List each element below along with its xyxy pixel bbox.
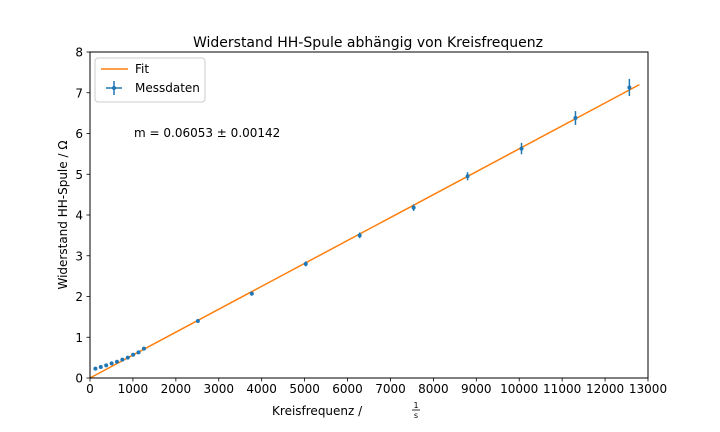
plot-area [90,52,648,378]
slope-annotation: m = 0.06053 ± 0.00142 [134,126,280,140]
data-point [141,346,146,351]
data-point [120,357,125,362]
data-marker [125,355,130,360]
data-point [465,172,470,181]
data-marker [573,116,578,121]
data-marker [141,346,146,351]
y-tick-label: 1 [75,331,83,345]
data-marker [411,205,416,210]
y-tick-label: 7 [75,86,83,100]
x-axis-label-text: Kreisfrequenz / [272,404,366,418]
legend: Fit Messdaten [94,57,206,103]
x-tick-label: 1000 [118,382,149,396]
x-axis-label: Kreisfrequenz / 1 s [272,401,420,420]
data-marker [136,350,141,355]
data-point [136,350,141,355]
data-point [125,355,130,360]
fit-layer [89,83,640,379]
data-marker [195,318,200,323]
y-axis-label: Widerstand HH-Spule / Ω [56,141,70,290]
legend-data-label: Messdaten [135,81,200,95]
data-point [114,359,119,364]
y-axis-ticks: 0 1 2 3 4 5 6 7 8 [75,46,90,386]
legend-fit-label: Fit [135,62,149,76]
data-marker [120,357,125,362]
data-marker [104,363,109,368]
y-tick-label: 3 [75,249,83,263]
points-layer [93,78,632,371]
data-marker [98,364,103,369]
data-point [109,361,114,366]
y-tick-label: 5 [75,168,83,182]
data-point [519,142,524,155]
y-tick-label: 8 [75,46,83,60]
x-tick-label: 11000 [543,382,581,396]
x-tick-label: 10000 [500,382,538,396]
data-marker [93,366,98,371]
legend-data-swatch [106,81,122,95]
data-point [104,363,109,368]
x-tick-label: 9000 [461,382,492,396]
y-tick-label: 0 [75,372,83,386]
fit-line [89,83,640,379]
legend-box [94,57,206,103]
y-tick-label: 6 [75,127,83,141]
y-tick-label: 2 [75,290,83,304]
data-marker [109,361,114,366]
x-tick-label: 4000 [246,382,277,396]
data-marker [249,291,254,296]
x-tick-label: 5000 [289,382,320,396]
data-point [131,352,136,357]
x-axis-unit-denominator: s [414,411,418,420]
data-point [303,261,308,267]
x-tick-label: 3000 [203,382,234,396]
data-marker [357,233,362,238]
x-tick-label: 0 [86,382,94,396]
data-point [627,78,632,97]
data-point [93,366,98,371]
chart-title: Widerstand HH-Spule abhängig von Kreisfr… [193,35,543,51]
plot-background [90,52,648,378]
data-marker [114,359,119,364]
data-marker [519,146,524,151]
y-tick-label: 4 [75,209,83,223]
x-tick-label: 6000 [332,382,363,396]
x-tick-label: 12000 [586,382,624,396]
x-tick-label: 8000 [418,382,449,396]
data-marker [627,85,632,90]
data-point [573,111,578,125]
data-point [195,318,200,323]
data-point [98,364,103,369]
x-axis-ticks: 0 1000 2000 3000 4000 5000 6000 7000 8000 9000 100… [86,378,667,396]
data-marker [131,352,136,357]
data-point [411,204,416,211]
x-tick-label: 13000 [629,382,667,396]
data-point [357,232,362,239]
x-tick-label: 2000 [161,382,192,396]
data-marker [303,261,308,266]
x-axis-unit-numerator: 1 [413,401,418,410]
data-marker [465,174,470,179]
data-point [249,291,254,296]
x-tick-label: 7000 [375,382,406,396]
